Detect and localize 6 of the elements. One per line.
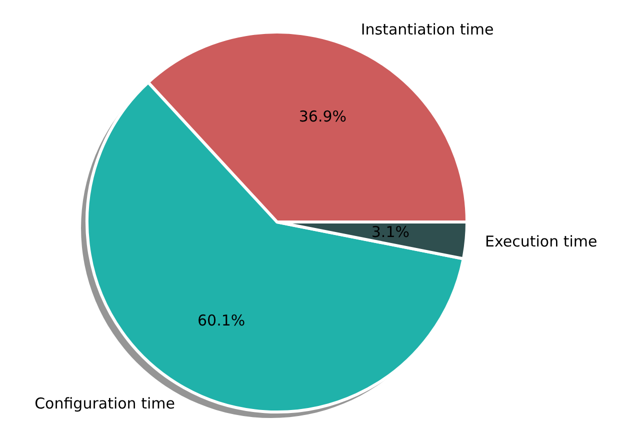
slice-label: Execution time <box>485 232 598 250</box>
data-label: 3.1% <box>371 223 410 242</box>
data-label: 60.1% <box>198 312 246 330</box>
slice-label: Instantiation time <box>360 20 494 39</box>
slice-label: Configuration time <box>34 394 175 413</box>
data-label: 36.9% <box>298 108 347 126</box>
